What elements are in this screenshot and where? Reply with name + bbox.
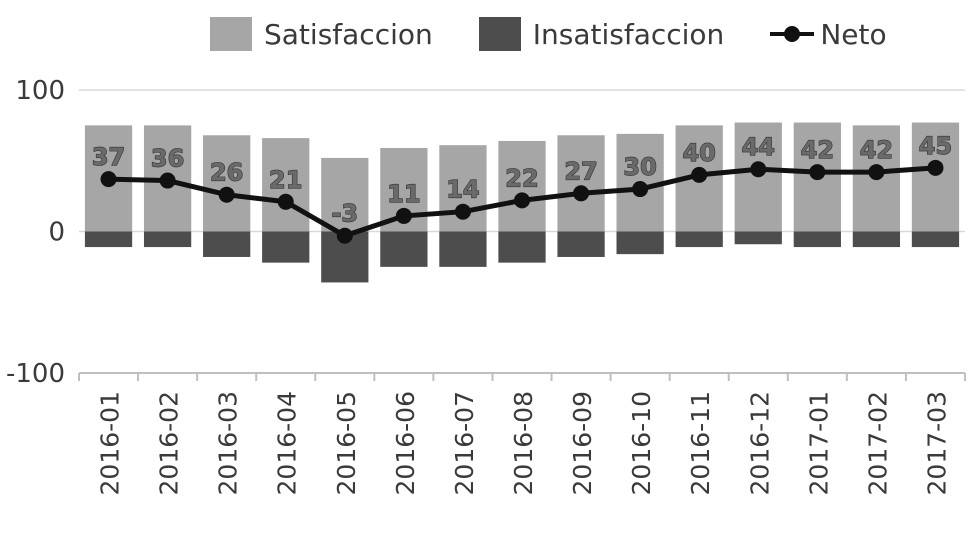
data-label-neto: 45 <box>919 132 952 160</box>
bar-satisfaccion <box>203 135 251 232</box>
point-neto <box>632 181 649 198</box>
x-tick-label: 2017-01 <box>804 391 833 495</box>
bar-insatisfaccion <box>734 231 782 245</box>
x-tick-label: 2016-08 <box>509 391 538 495</box>
point-neto <box>750 161 767 178</box>
y-tick-label: 0 <box>48 218 65 248</box>
bar-satisfaccion <box>498 140 546 232</box>
x-tick-label: 2016-04 <box>273 391 302 495</box>
point-neto <box>218 186 235 203</box>
legend-item-insatisfaccion: Insatisfaccion <box>478 17 725 51</box>
data-label-neto: 42 <box>801 136 834 164</box>
point-neto <box>927 159 944 176</box>
bar-insatisfaccion <box>498 231 546 263</box>
x-tick-label: 2016-11 <box>686 391 715 495</box>
x-tick-label: 2016-01 <box>96 391 125 495</box>
data-label-neto: 11 <box>387 180 420 208</box>
point-neto <box>395 207 412 224</box>
bar-insatisfaccion <box>262 231 310 263</box>
bar-insatisfaccion <box>84 231 133 248</box>
legend-item-neto: Neto <box>770 17 887 51</box>
legend-line-neto-icon <box>770 26 815 42</box>
bar-insatisfaccion <box>203 231 251 257</box>
x-tick-label: 2016-10 <box>627 391 656 495</box>
x-tick-label: 2016-03 <box>214 391 243 495</box>
point-neto <box>514 192 530 209</box>
bar-satisfaccion <box>557 135 605 232</box>
x-tick-label: 2017-02 <box>863 391 892 495</box>
point-neto <box>100 171 117 188</box>
point-neto <box>277 193 294 210</box>
bar-insatisfaccion <box>793 231 841 248</box>
x-tick-label: 2016-02 <box>155 391 184 495</box>
point-neto <box>454 203 471 220</box>
legend-swatch-insatisfaccion <box>478 17 521 51</box>
bar-insatisfaccion <box>557 231 605 257</box>
data-label-neto: 27 <box>564 157 597 185</box>
data-label-neto: 21 <box>269 166 302 194</box>
y-tick-label: -100 <box>6 359 65 389</box>
bar-satisfaccion <box>911 122 960 232</box>
legend-item-satisfaccion: Satisfaccion <box>210 17 433 51</box>
point-neto <box>809 164 826 181</box>
data-label-neto: 26 <box>210 159 243 187</box>
data-label-neto: 44 <box>742 133 775 161</box>
bar-insatisfaccion <box>439 231 487 267</box>
data-label-neto: 37 <box>92 143 125 171</box>
chart-legend: Satisfaccion Insatisfaccion Neto <box>210 14 933 54</box>
bar-insatisfaccion <box>616 231 664 255</box>
bar-insatisfaccion <box>911 231 960 248</box>
point-neto <box>868 164 885 181</box>
point-neto <box>159 172 176 189</box>
data-label-neto: 42 <box>860 136 893 164</box>
x-tick-label: 2017-03 <box>922 391 951 495</box>
legend-label-neto: Neto <box>820 17 887 51</box>
x-tick-label: 2016-06 <box>391 391 420 495</box>
bar-insatisfaccion <box>852 231 901 248</box>
point-neto <box>691 166 708 183</box>
x-tick-label: 2016-07 <box>450 391 479 495</box>
point-neto <box>336 227 353 244</box>
data-label-neto: -3 <box>331 200 358 228</box>
bar-satisfaccion <box>321 157 369 232</box>
data-label-neto: 36 <box>151 145 184 173</box>
y-tick-label: 100 <box>15 76 65 106</box>
data-label-neto: 30 <box>623 153 656 181</box>
bar-insatisfaccion <box>675 231 723 248</box>
x-tick-label: 2016-09 <box>568 391 597 495</box>
legend-label-satisfaccion: Satisfaccion <box>264 17 433 51</box>
legend-label-insatisfaccion: Insatisfaccion <box>532 17 725 51</box>
x-tick-label: 2016-05 <box>332 391 361 495</box>
data-label-neto: 22 <box>505 164 538 192</box>
data-label-neto: 14 <box>446 176 479 204</box>
bar-satisfaccion <box>262 138 310 232</box>
legend-swatch-satisfaccion <box>210 17 252 51</box>
data-label-neto: 40 <box>682 139 715 167</box>
point-neto <box>573 185 590 202</box>
bar-insatisfaccion <box>380 231 428 267</box>
bar-insatisfaccion <box>143 231 192 248</box>
x-tick-label: 2016-12 <box>745 391 774 495</box>
